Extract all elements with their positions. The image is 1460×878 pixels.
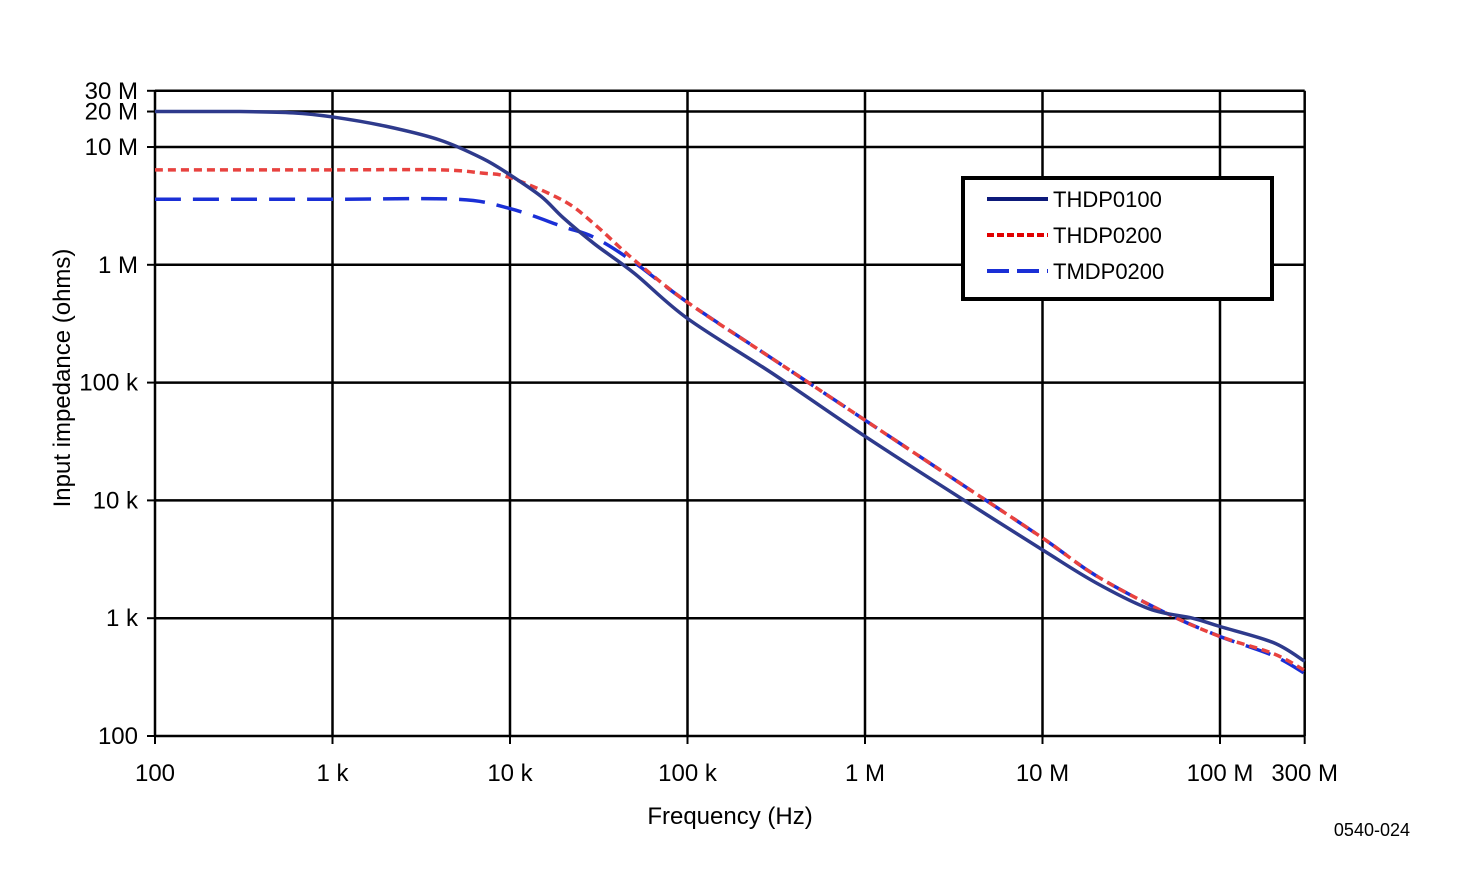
series-line-thdp0100: [154, 109, 1306, 663]
x-tick-label: 10 k: [487, 760, 533, 787]
y-tick-label: 10 k: [93, 487, 139, 514]
x-tick-label: 100 k: [658, 760, 718, 787]
legend-label-tmdp0200: TMDP0200: [1053, 259, 1164, 284]
y-tick-label: 20 M: [85, 99, 138, 126]
legend-label-thdp0200: THDP0200: [1053, 223, 1162, 248]
y-axis-title: Input impedance (ohms): [49, 249, 76, 508]
series-line-thdp0200: [154, 167, 1306, 673]
y-tick-label: 1 M: [98, 252, 138, 279]
series-lines: [154, 109, 1306, 675]
x-tick-label: 300 M: [1271, 760, 1338, 787]
series-line-tmdp0200: [155, 196, 1306, 675]
figure-id: 0540-024: [1334, 820, 1410, 840]
legend-label-thdp0100: THDP0100: [1053, 187, 1162, 212]
y-tick-label: 1 k: [106, 605, 139, 632]
y-tick-label: 100 k: [79, 370, 139, 397]
x-tick-label: 100: [135, 760, 175, 787]
x-tick-label: 1 k: [316, 760, 349, 787]
x-tick-label: 10 M: [1016, 760, 1069, 787]
legend: THDP0100 THDP0200 TMDP0200: [961, 176, 1274, 301]
y-tick-labels: 100 1 k 10 k 100 k 1 M 10 M 20 M30 M: [79, 78, 139, 750]
y-tick-label: 100: [98, 723, 138, 750]
x-tick-labels: 100 1 k 10 k 100 k 1 M 10 M 100 M 300 M: [135, 760, 1338, 787]
x-tick-label: 100 M: [1187, 760, 1254, 787]
x-tick-label: 1 M: [845, 760, 885, 787]
x-axis-title: Frequency (Hz): [647, 803, 812, 830]
y-tick-label: 30 M: [85, 78, 138, 105]
y-tick-label: 10 M: [85, 134, 138, 161]
